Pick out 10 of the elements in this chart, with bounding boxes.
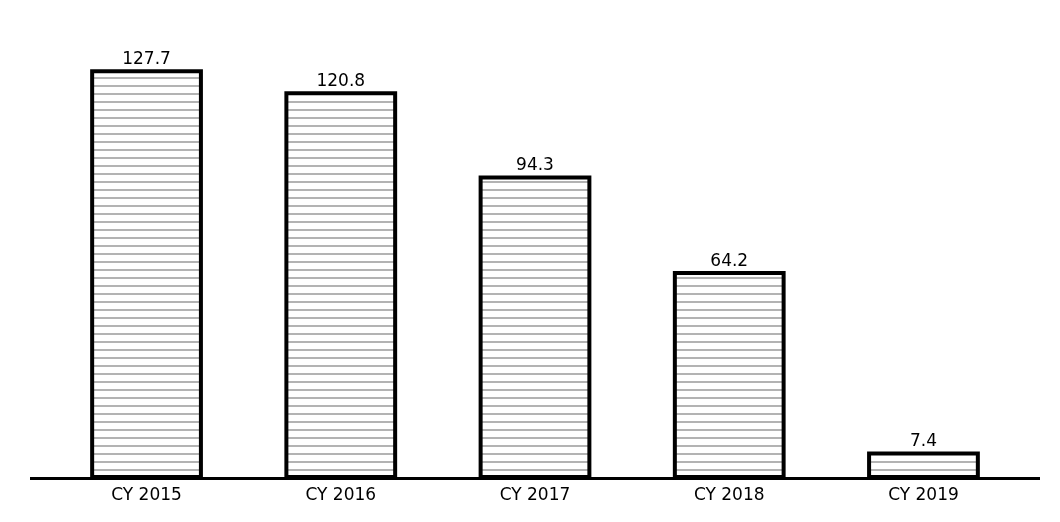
x-tick-label: CY 2016: [305, 484, 377, 505]
data-label: 7.4: [909, 430, 937, 451]
x-tick-label: CY 2018: [693, 484, 765, 505]
x-tick-label: CY 2017: [499, 484, 571, 505]
data-label: 64.2: [710, 250, 749, 271]
data-label: 127.7: [122, 48, 171, 69]
x-tick-label: CY 2019: [888, 484, 959, 505]
data-label: 120.8: [316, 70, 366, 91]
data-label: 94.3: [516, 154, 554, 175]
x-tick-label: CY 2015: [111, 484, 182, 505]
